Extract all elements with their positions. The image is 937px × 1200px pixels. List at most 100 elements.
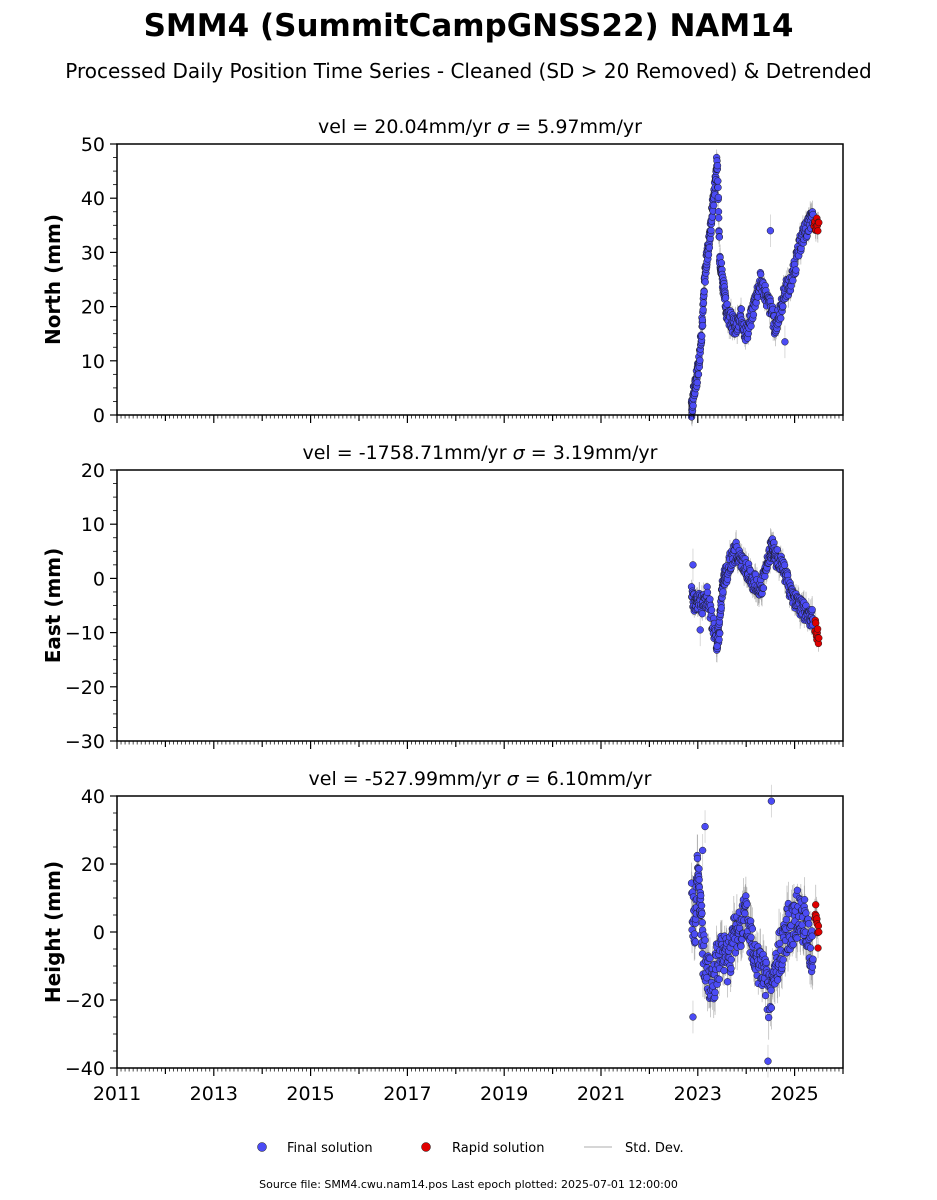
final-point — [715, 975, 723, 983]
final-point — [781, 338, 789, 346]
final-point — [714, 183, 722, 192]
final-point — [767, 986, 775, 994]
final-point — [808, 605, 816, 614]
panel-1: vel = -1758.71mm/yr σ = 3.19mm/yr East (m… — [41, 442, 844, 753]
final-point — [809, 955, 817, 963]
final-point — [708, 213, 716, 221]
final-point — [765, 1013, 773, 1022]
final-point — [779, 956, 787, 964]
y-tick-label: −10 — [65, 623, 105, 645]
final-point — [689, 401, 697, 410]
final-point — [717, 604, 725, 612]
final-point — [689, 561, 697, 569]
x-tick-label: 2015 — [286, 1083, 334, 1105]
final-point — [716, 629, 724, 637]
legend-final-label: Final solution — [287, 1141, 373, 1156]
x-tick-label: 2023 — [674, 1083, 722, 1105]
final-point — [774, 976, 782, 984]
y-tick-label: −30 — [65, 731, 105, 753]
final-point — [711, 988, 719, 997]
final-point — [714, 193, 723, 202]
legend: Final solution Rapid solution Std. Dev. — [257, 1141, 684, 1156]
final-point — [698, 610, 706, 618]
panel-title: vel = -1758.71mm/yr σ = 3.19mm/yr — [303, 442, 658, 464]
final-point — [805, 920, 813, 928]
final-point — [698, 918, 706, 927]
final-point — [806, 944, 815, 952]
legend-rapid-label: Rapid solution — [452, 1141, 544, 1156]
final-point — [698, 909, 706, 918]
y-tick-label: −40 — [65, 1058, 105, 1080]
final-point — [698, 332, 706, 340]
final-point — [749, 311, 758, 319]
panel-title-sigma: = 3.19mm/yr — [525, 442, 658, 464]
final-point — [693, 378, 701, 387]
final-point — [789, 940, 797, 949]
source-note: Source file: SMM4.cwu.nam14.pos Last epo… — [259, 1178, 678, 1191]
final-point — [706, 595, 714, 603]
final-point — [793, 886, 802, 894]
rapid-point — [814, 944, 822, 952]
panel-title-sigma-symbol: σ — [513, 442, 526, 464]
final-point — [757, 270, 765, 278]
final-point — [808, 963, 817, 971]
rapid-point — [815, 634, 823, 642]
x-tick-label: 2017 — [383, 1083, 431, 1105]
final-point — [707, 606, 716, 614]
final-point — [723, 300, 731, 308]
x-tick-label: 2013 — [190, 1083, 238, 1105]
final-point — [777, 314, 785, 322]
y-tick-label: 30 — [81, 242, 105, 264]
final-point — [748, 925, 757, 933]
final-point — [693, 854, 702, 863]
final-point — [713, 161, 722, 170]
panel-title-velocity: vel = -527.99mm/yr — [309, 768, 507, 790]
final-point — [723, 978, 732, 986]
rapid-point — [815, 928, 823, 936]
y-tick-label: 10 — [81, 351, 105, 373]
panel-title-velocity: vel = -1758.71mm/yr — [303, 442, 513, 464]
panel-title-sigma-symbol: σ — [507, 768, 520, 790]
final-point — [710, 201, 718, 210]
figure-title: SMM4 (SummitCampGNSS22) NAM14 — [144, 8, 794, 44]
final-point — [759, 584, 768, 592]
rapid-point — [815, 218, 823, 227]
y-tick-label: −20 — [65, 677, 105, 699]
final-point — [705, 243, 714, 252]
final-point — [701, 822, 709, 831]
data-points — [687, 535, 823, 654]
final-point — [707, 226, 715, 235]
final-point — [743, 900, 751, 908]
rapid-point — [814, 922, 823, 930]
final-point — [727, 956, 735, 964]
legend-final-marker — [257, 1142, 267, 1152]
final-point — [800, 895, 809, 904]
final-point — [696, 356, 704, 365]
final-point — [715, 233, 724, 241]
panel-title-sigma-symbol: σ — [497, 116, 510, 138]
final-point — [696, 626, 704, 634]
rapid-point — [814, 227, 822, 235]
final-point — [727, 965, 735, 973]
final-point — [698, 321, 707, 330]
y-tick-label: 50 — [81, 134, 105, 156]
final-point — [773, 546, 781, 554]
final-point — [721, 294, 730, 302]
y-tick-label: 20 — [81, 297, 105, 319]
final-point — [715, 636, 723, 644]
x-tick-label: 2011 — [93, 1083, 141, 1105]
final-point — [691, 938, 700, 946]
final-point — [699, 299, 708, 307]
final-point — [767, 1004, 776, 1012]
y-tick-label: 0 — [93, 405, 105, 427]
y-axis-label: East (mm) — [41, 548, 65, 664]
final-point — [747, 933, 755, 941]
final-point — [741, 909, 749, 918]
y-tick-label: 40 — [81, 786, 105, 808]
panels: vel = 20.04mm/yr σ = 5.97mm/yr North (mm)… — [41, 116, 844, 1105]
final-point — [699, 306, 707, 314]
y-axis-label: Height (mm) — [41, 861, 65, 1003]
final-point — [747, 322, 755, 330]
final-point — [737, 942, 745, 950]
